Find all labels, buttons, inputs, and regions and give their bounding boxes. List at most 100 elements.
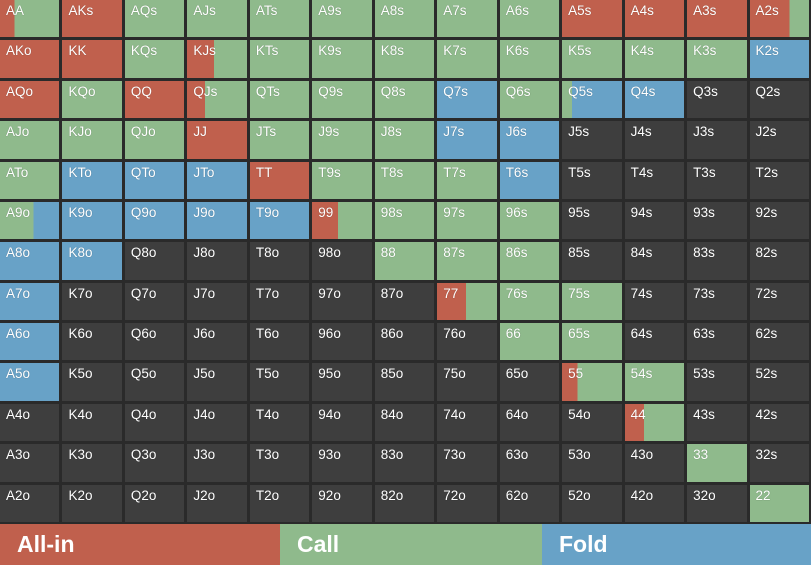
cell-A5s[interactable]: A5s: [562, 0, 622, 38]
cell-65s[interactable]: 65s: [562, 323, 622, 361]
cell-QJo[interactable]: QJo: [124, 121, 185, 159]
cell-A9o[interactable]: A9o: [0, 201, 60, 240]
cell-Q3s[interactable]: Q3s: [687, 80, 747, 119]
cell-T6s[interactable]: T6s: [499, 161, 560, 199]
cell-T9s[interactable]: T9s: [312, 161, 372, 199]
cell-Q5s[interactable]: Q5s: [562, 80, 622, 119]
cell-82s[interactable]: 82s: [749, 242, 809, 280]
cell-T7s[interactable]: T7s: [437, 161, 497, 199]
cell-A2o[interactable]: A2o: [0, 484, 60, 522]
cell-72o[interactable]: 72o: [437, 484, 497, 522]
cell-K3o[interactable]: K3o: [62, 444, 122, 482]
cell-42o[interactable]: 42o: [624, 484, 685, 522]
cell-98s[interactable]: 98s: [374, 201, 435, 240]
cell-A8s[interactable]: A8s: [374, 0, 435, 38]
cell-K2o[interactable]: K2o: [62, 484, 122, 522]
cell-A4o[interactable]: A4o: [0, 403, 60, 442]
cell-KJs[interactable]: KJs: [187, 40, 247, 78]
cell-T4s[interactable]: T4s: [624, 161, 685, 199]
cell-T7o[interactable]: T7o: [249, 282, 310, 321]
cell-A6s[interactable]: A6s: [499, 0, 560, 38]
cell-86o[interactable]: 86o: [374, 323, 435, 361]
cell-A7o[interactable]: A7o: [0, 282, 60, 321]
cell-72s[interactable]: 72s: [749, 282, 809, 321]
cell-A3o[interactable]: A3o: [0, 444, 60, 482]
cell-85o[interactable]: 85o: [374, 363, 435, 401]
cell-Q8o[interactable]: Q8o: [124, 242, 185, 280]
cell-T2o[interactable]: T2o: [249, 484, 310, 522]
cell-K6o[interactable]: K6o: [62, 323, 122, 361]
cell-AJo[interactable]: AJo: [0, 121, 60, 159]
cell-KTo[interactable]: KTo: [62, 161, 122, 199]
cell-92s[interactable]: 92s: [749, 201, 809, 240]
cell-43s[interactable]: 43s: [687, 403, 747, 442]
cell-95o[interactable]: 95o: [312, 363, 372, 401]
cell-J8s[interactable]: J8s: [374, 121, 435, 159]
cell-A7s[interactable]: A7s: [437, 0, 497, 38]
legend-call-button[interactable]: Call: [280, 524, 542, 565]
cell-Q2s[interactable]: Q2s: [749, 80, 809, 119]
cell-94s[interactable]: 94s: [624, 201, 685, 240]
cell-99[interactable]: 99: [312, 201, 372, 240]
cell-J2o[interactable]: J2o: [187, 484, 247, 522]
cell-K9o[interactable]: K9o: [62, 201, 122, 240]
cell-K8s[interactable]: K8s: [374, 40, 435, 78]
cell-Q9o[interactable]: Q9o: [124, 201, 185, 240]
cell-52s[interactable]: 52s: [749, 363, 809, 401]
cell-53s[interactable]: 53s: [687, 363, 747, 401]
cell-K7o[interactable]: K7o: [62, 282, 122, 321]
cell-J3s[interactable]: J3s: [687, 121, 747, 159]
cell-AQs[interactable]: AQs: [124, 0, 185, 38]
cell-84o[interactable]: 84o: [374, 403, 435, 442]
cell-92o[interactable]: 92o: [312, 484, 372, 522]
cell-AKs[interactable]: AKs: [62, 0, 122, 38]
cell-53o[interactable]: 53o: [562, 444, 622, 482]
cell-97o[interactable]: 97o: [312, 282, 372, 321]
cell-55[interactable]: 55: [562, 363, 622, 401]
cell-J5o[interactable]: J5o: [187, 363, 247, 401]
cell-73s[interactable]: 73s: [687, 282, 747, 321]
cell-76s[interactable]: 76s: [499, 282, 560, 321]
cell-74s[interactable]: 74s: [624, 282, 685, 321]
cell-Q9s[interactable]: Q9s: [312, 80, 372, 119]
cell-KJo[interactable]: KJo: [62, 121, 122, 159]
cell-JTs[interactable]: JTs: [249, 121, 310, 159]
cell-73o[interactable]: 73o: [437, 444, 497, 482]
cell-T5o[interactable]: T5o: [249, 363, 310, 401]
cell-T2s[interactable]: T2s: [749, 161, 809, 199]
cell-ATs[interactable]: ATs: [249, 0, 310, 38]
cell-T8o[interactable]: T8o: [249, 242, 310, 280]
cell-A3s[interactable]: A3s: [687, 0, 747, 38]
cell-T3o[interactable]: T3o: [249, 444, 310, 482]
cell-QTs[interactable]: QTs: [249, 80, 310, 119]
cell-83o[interactable]: 83o: [374, 444, 435, 482]
cell-J2s[interactable]: J2s: [749, 121, 809, 159]
cell-96o[interactable]: 96o: [312, 323, 372, 361]
cell-J9o[interactable]: J9o: [187, 201, 247, 240]
cell-J3o[interactable]: J3o: [187, 444, 247, 482]
cell-T5s[interactable]: T5s: [562, 161, 622, 199]
cell-Q8s[interactable]: Q8s: [374, 80, 435, 119]
cell-AA[interactable]: AA: [0, 0, 60, 38]
cell-KQo[interactable]: KQo: [62, 80, 122, 119]
cell-95s[interactable]: 95s: [562, 201, 622, 240]
cell-Q4o[interactable]: Q4o: [124, 403, 185, 442]
cell-Q6s[interactable]: Q6s: [499, 80, 560, 119]
cell-54o[interactable]: 54o: [562, 403, 622, 442]
cell-22[interactable]: 22: [749, 484, 809, 522]
cell-52o[interactable]: 52o: [562, 484, 622, 522]
cell-QQ[interactable]: QQ: [124, 80, 185, 119]
cell-44[interactable]: 44: [624, 403, 685, 442]
cell-33[interactable]: 33: [687, 444, 747, 482]
cell-T9o[interactable]: T9o: [249, 201, 310, 240]
cell-QJs[interactable]: QJs: [187, 80, 247, 119]
cell-K3s[interactable]: K3s: [687, 40, 747, 78]
cell-A4s[interactable]: A4s: [624, 0, 685, 38]
cell-J6o[interactable]: J6o: [187, 323, 247, 361]
cell-T3s[interactable]: T3s: [687, 161, 747, 199]
cell-A8o[interactable]: A8o: [0, 242, 60, 280]
cell-75s[interactable]: 75s: [562, 282, 622, 321]
cell-65o[interactable]: 65o: [499, 363, 560, 401]
cell-QTo[interactable]: QTo: [124, 161, 185, 199]
cell-74o[interactable]: 74o: [437, 403, 497, 442]
